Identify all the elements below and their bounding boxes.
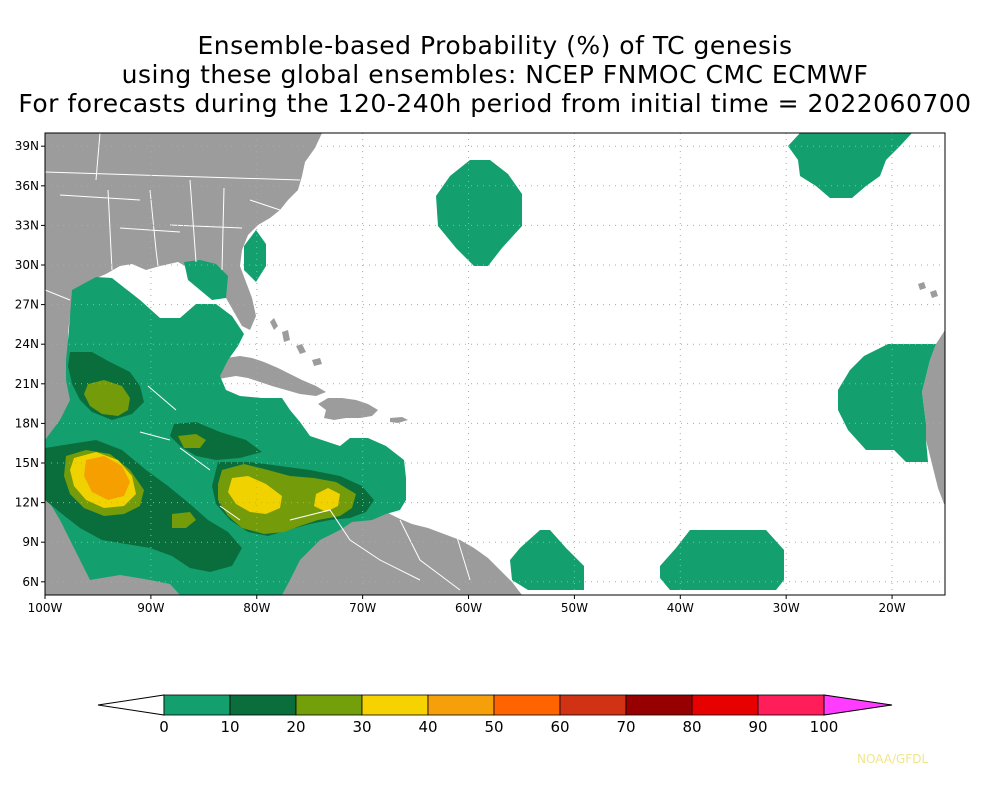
colorbar-label: 20 [286,718,305,736]
land-puerto-rico [390,417,408,423]
colorbar-bin [427,694,495,716]
colorbar-bin [295,694,363,716]
grid-lines [45,133,945,595]
lat-label: 21N [15,377,39,391]
lon-label: 20W [878,601,905,615]
land-canary-islands [918,282,938,298]
map-area [45,133,945,595]
lat-label: 36N [15,179,39,193]
colorbar-bin [163,694,231,716]
land-cuba [206,356,326,396]
lon-label: 40W [667,601,694,615]
colorbar-low-arrow [97,694,165,716]
political-boundaries [45,133,471,591]
lat-label: 39N [15,139,39,153]
prob-0-10-south-central [510,530,584,590]
colorbar-bin [691,694,759,716]
lat-label: 12N [15,496,39,510]
prob-0-10-georgia-coast [244,230,266,282]
colorbar-label: 50 [484,718,503,736]
lat-label: 18N [15,416,39,430]
title-line-2: using these global ensembles: NCEP FNMOC… [121,60,869,89]
prob-20-30-gulf-mexico [84,380,130,416]
lon-label: 90W [137,601,164,615]
prob-20-30-costa-rica [172,512,196,528]
prob-10-20-honduras [170,422,262,460]
colorbar-label: 30 [352,718,371,736]
colorbar-label: 100 [810,718,839,736]
map-frame [44,132,946,596]
lon-label: 60W [455,601,482,615]
lon-label: 100W [28,601,63,615]
prob-30-40-colombia-west [228,476,282,514]
lon-label: 80W [243,601,270,615]
prob-40-50-pacific-coast [84,456,130,500]
lat-label: 9N [22,535,39,549]
credit-label: NOAA/GFDL [857,752,929,766]
title-line-3: For forecasts during the 120-240h period… [18,89,972,118]
colorbar-bin [361,694,429,716]
colorbar-label: 70 [616,718,635,736]
colorbar-label: 80 [682,718,701,736]
lat-label: 33N [15,218,39,232]
prob-20-30-honduras [178,434,206,448]
probability-shading [45,133,936,595]
lat-label: 30N [15,258,39,272]
latitude-labels: 39N 36N 33N 30N 27N 24N 21N 18N 15N 12N 9N 6N [15,139,45,589]
colorbar-label: 60 [550,718,569,736]
colorbar-label: 90 [748,718,767,736]
longitude-labels: 100W 90W 80W 70W 60W 50W 40W 30W 20W [28,595,906,615]
lon-label: 30W [773,601,800,615]
prob-0-10-florida-gulf [184,260,228,300]
prob-0-10-central-atlantic [436,160,522,266]
lat-label: 24N [15,337,39,351]
colorbar-bin [229,694,297,716]
colorbar-bin [757,694,825,716]
prob-0-10-south-east [660,530,784,590]
prob-0-10-northeast [788,133,912,198]
lat-label: 15N [15,456,39,470]
colorbar-bin [493,694,561,716]
lon-label: 70W [349,601,376,615]
colorbar: 0 10 20 30 40 50 60 70 80 90 100 [97,694,893,736]
colorbar-label: 40 [418,718,437,736]
lat-label: 6N [22,575,39,589]
prob-30-40-colombia-east [314,488,340,512]
colorbar-bin [559,694,627,716]
title-line-1: Ensemble-based Probability (%) of TC gen… [197,31,793,60]
colorbar-bin [625,694,693,716]
land-bahamas [270,318,322,366]
land-africa [922,330,945,504]
colorbar-label: 10 [220,718,239,736]
lat-label: 27N [15,298,39,312]
lon-label: 50W [561,601,588,615]
prob-0-10-east-atlantic [838,344,936,462]
colorbar-high-arrow [823,694,893,716]
colorbar-label: 0 [159,718,169,736]
